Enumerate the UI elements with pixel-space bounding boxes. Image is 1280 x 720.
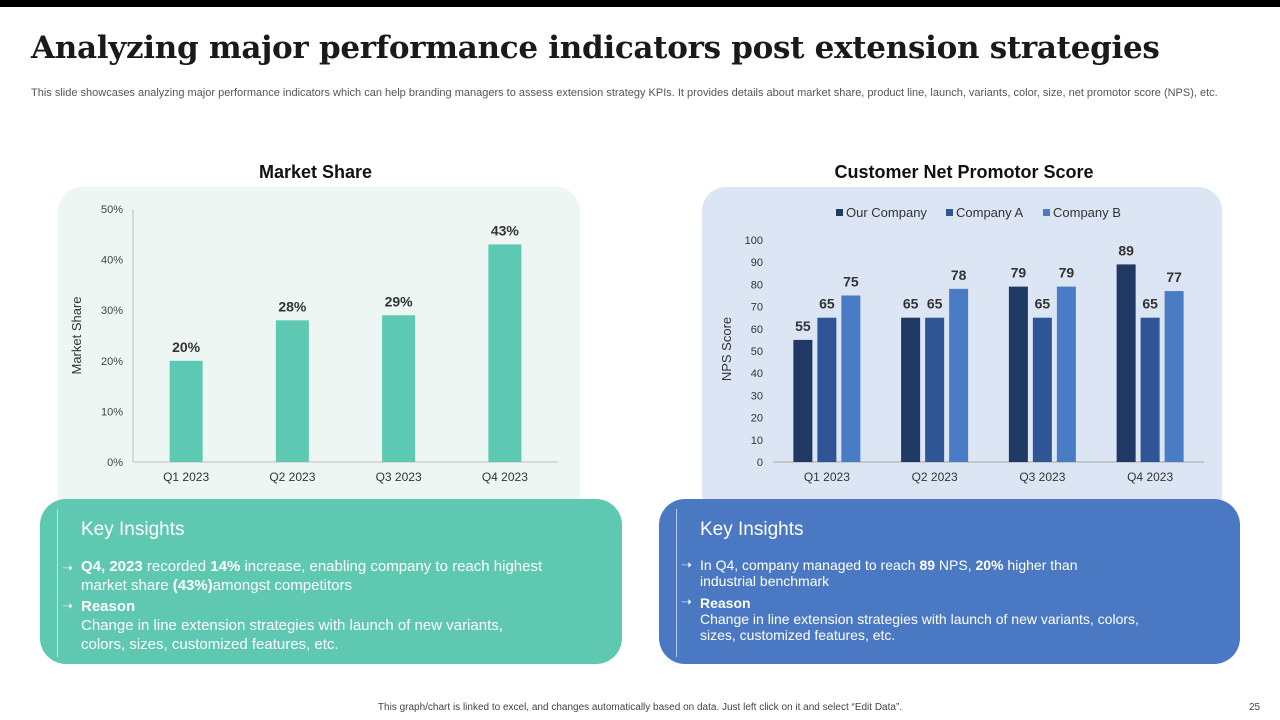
- reason-label: Reason: [700, 595, 751, 611]
- data-label: 28%: [278, 298, 307, 314]
- data-label: 75: [843, 274, 859, 290]
- data-label: 65: [1035, 296, 1051, 312]
- y-tick-label: 50%: [101, 204, 123, 216]
- insight-divider-line: [676, 509, 677, 657]
- x-tick-label: Q1 2023: [804, 470, 850, 484]
- insight-bullet-1: ➝ Q4, 2023 recorded 14% increase, enabli…: [62, 558, 543, 594]
- y-axis-label: NPS Score: [719, 317, 734, 381]
- data-label: 79: [1059, 265, 1075, 281]
- bar: [793, 339, 813, 462]
- top-bar: [0, 0, 1280, 7]
- insight-reason: ➝ Reason Change in line extension strate…: [681, 594, 1139, 643]
- bar: [1140, 317, 1160, 462]
- y-tick-label: 80: [751, 279, 763, 291]
- y-tick-label: 100: [745, 235, 763, 247]
- reason-line-1: Change in line extension strategies with…: [700, 611, 1139, 627]
- arrow-right-icon: ➝: [62, 560, 73, 575]
- data-label: 79: [1011, 265, 1027, 281]
- data-label: 65: [819, 296, 835, 312]
- y-tick-label: 40%: [101, 255, 123, 267]
- bar: [841, 295, 861, 462]
- data-label: 65: [903, 296, 919, 312]
- bar: [169, 360, 203, 462]
- x-tick-label: Q2 2023: [912, 470, 958, 484]
- legend-swatch: [1043, 209, 1050, 216]
- bar: [382, 315, 416, 462]
- y-tick-label: 20%: [101, 356, 123, 368]
- bar: [817, 317, 837, 462]
- x-tick-label: Q1 2023: [163, 470, 209, 484]
- legend-label: Company B: [1053, 205, 1121, 220]
- insight-title: Key Insights: [81, 519, 185, 540]
- arrow-right-icon: ➝: [681, 594, 692, 609]
- data-label: 78: [951, 267, 967, 283]
- data-label: 89: [1118, 242, 1134, 258]
- data-label: 65: [1142, 296, 1158, 312]
- bar: [488, 244, 522, 462]
- legend-swatch: [836, 209, 843, 216]
- x-tick-label: Q3 2023: [1019, 470, 1065, 484]
- legend-swatch: [946, 209, 953, 216]
- page-number: 25: [1249, 702, 1261, 713]
- y-tick-label: 0: [757, 457, 763, 469]
- y-axis-label: Market Share: [69, 296, 84, 374]
- x-tick-label: Q3 2023: [376, 470, 422, 484]
- data-label: 55: [795, 318, 811, 334]
- insight-reason: ➝ Reason Change in line extension strate…: [62, 597, 503, 654]
- y-tick-label: 30: [751, 390, 763, 402]
- slide-subtitle: This slide showcases analyzing major per…: [31, 87, 1218, 99]
- y-tick-label: 30%: [101, 305, 123, 317]
- slide-title: Analyzing major performance indicators p…: [31, 30, 1160, 66]
- insight-bullet-1: ➝ In Q4, company managed to reach 89 NPS…: [681, 557, 1078, 589]
- legend-label: Company A: [956, 205, 1024, 220]
- arrow-right-icon: ➝: [681, 557, 692, 572]
- y-tick-label: 70: [751, 302, 763, 314]
- y-tick-label: 90: [751, 257, 763, 269]
- arrow-right-icon: ➝: [62, 598, 73, 613]
- data-label: 77: [1166, 269, 1182, 285]
- bar: [1056, 286, 1076, 462]
- y-tick-label: 20: [751, 413, 763, 425]
- y-tick-label: 50: [751, 346, 763, 358]
- bar: [925, 317, 945, 462]
- legend-label: Our Company: [846, 205, 927, 220]
- bar: [1164, 291, 1184, 462]
- insight-divider-line: [57, 509, 58, 657]
- reason-label: Reason: [81, 598, 136, 615]
- bar: [1008, 286, 1028, 462]
- y-tick-label: 10%: [101, 406, 123, 418]
- bar: [901, 317, 921, 462]
- x-tick-label: Q4 2023: [482, 470, 528, 484]
- key-insights-market-share: Key Insights ➝ Q4, 2023 recorded 14% inc…: [40, 499, 622, 664]
- data-label: 29%: [385, 293, 414, 309]
- data-label: 43%: [491, 222, 520, 238]
- bar: [949, 288, 969, 462]
- market-share-title: Market Share: [258, 162, 373, 182]
- reason-line-2: sizes, customized features, etc.: [700, 627, 896, 643]
- x-tick-label: Q4 2023: [1127, 470, 1173, 484]
- bar: [275, 320, 309, 462]
- insight-title: Key Insights: [700, 519, 804, 540]
- bar: [1116, 264, 1136, 462]
- footer-note: This graph/chart is linked to excel, and…: [377, 702, 903, 713]
- y-tick-label: 0%: [107, 457, 123, 469]
- bar: [1032, 317, 1052, 462]
- y-tick-label: 40: [751, 368, 763, 380]
- key-insights-nps: Key Insights ➝ In Q4, company managed to…: [659, 499, 1240, 664]
- y-tick-label: 60: [751, 324, 763, 336]
- y-tick-label: 10: [751, 435, 763, 447]
- data-label: 20%: [172, 339, 201, 355]
- x-tick-label: Q2 2023: [269, 470, 315, 484]
- nps-chart-title: Customer Net Promotor Score: [834, 162, 1094, 182]
- data-label: 65: [927, 296, 943, 312]
- reason-line-2: colors, sizes, customized features, etc.: [81, 636, 339, 653]
- reason-line-1: Change in line extension strategies with…: [81, 617, 503, 634]
